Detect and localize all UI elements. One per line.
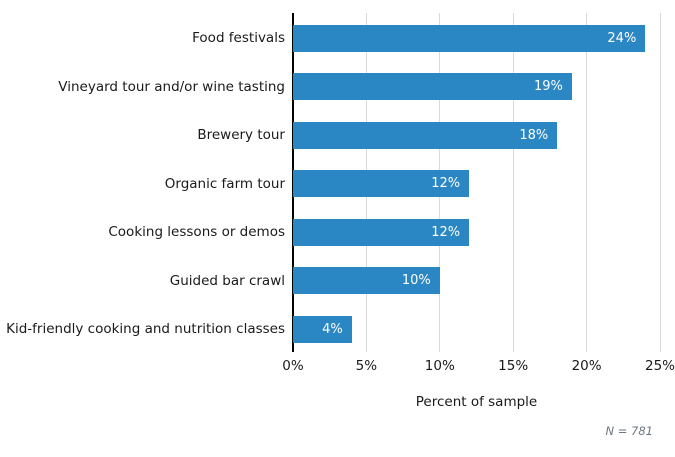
bar-value-label: 12% xyxy=(431,224,461,240)
x-tick-label: 25% xyxy=(644,358,675,374)
bar-value-label: 18% xyxy=(519,127,549,143)
category-label: Guided bar crawl xyxy=(169,272,285,289)
x-tick-label: 0% xyxy=(282,358,304,374)
category-label: Brewery tour xyxy=(197,127,285,143)
category-label: Vineyard tour and/or wine tasting xyxy=(58,78,285,95)
bar: 12% xyxy=(293,218,470,246)
gridline xyxy=(659,13,661,352)
gridline xyxy=(512,13,514,352)
bar: 4% xyxy=(293,315,352,343)
x-tick-label: 10% xyxy=(424,358,455,374)
x-axis-title: Percent of sample xyxy=(415,394,538,410)
category-label: Kid-friendly cooking and nutrition class… xyxy=(6,321,285,337)
bar-value-label: 24% xyxy=(607,30,637,46)
bar-value-label: 19% xyxy=(534,79,563,94)
x-tick-label: 15% xyxy=(498,358,529,374)
bar: 12% xyxy=(293,170,470,197)
bar-value-label: 4% xyxy=(322,321,343,337)
bar: 24% xyxy=(293,24,646,52)
gridline xyxy=(586,13,588,352)
category-label: Cooking lessons or demos xyxy=(108,224,285,240)
x-tick-label: 20% xyxy=(571,358,602,374)
bar: 10% xyxy=(293,267,440,294)
bar-value-label: 12% xyxy=(431,176,461,191)
bar-value-label: 10% xyxy=(401,273,431,288)
category-label: Organic farm tour xyxy=(164,175,285,192)
bar: 18% xyxy=(293,121,558,149)
category-label: Food festivals xyxy=(192,30,285,46)
sample-size-note: N = 781 xyxy=(605,424,654,438)
bar: 19% xyxy=(293,73,572,100)
x-tick-label: 5% xyxy=(355,358,378,374)
